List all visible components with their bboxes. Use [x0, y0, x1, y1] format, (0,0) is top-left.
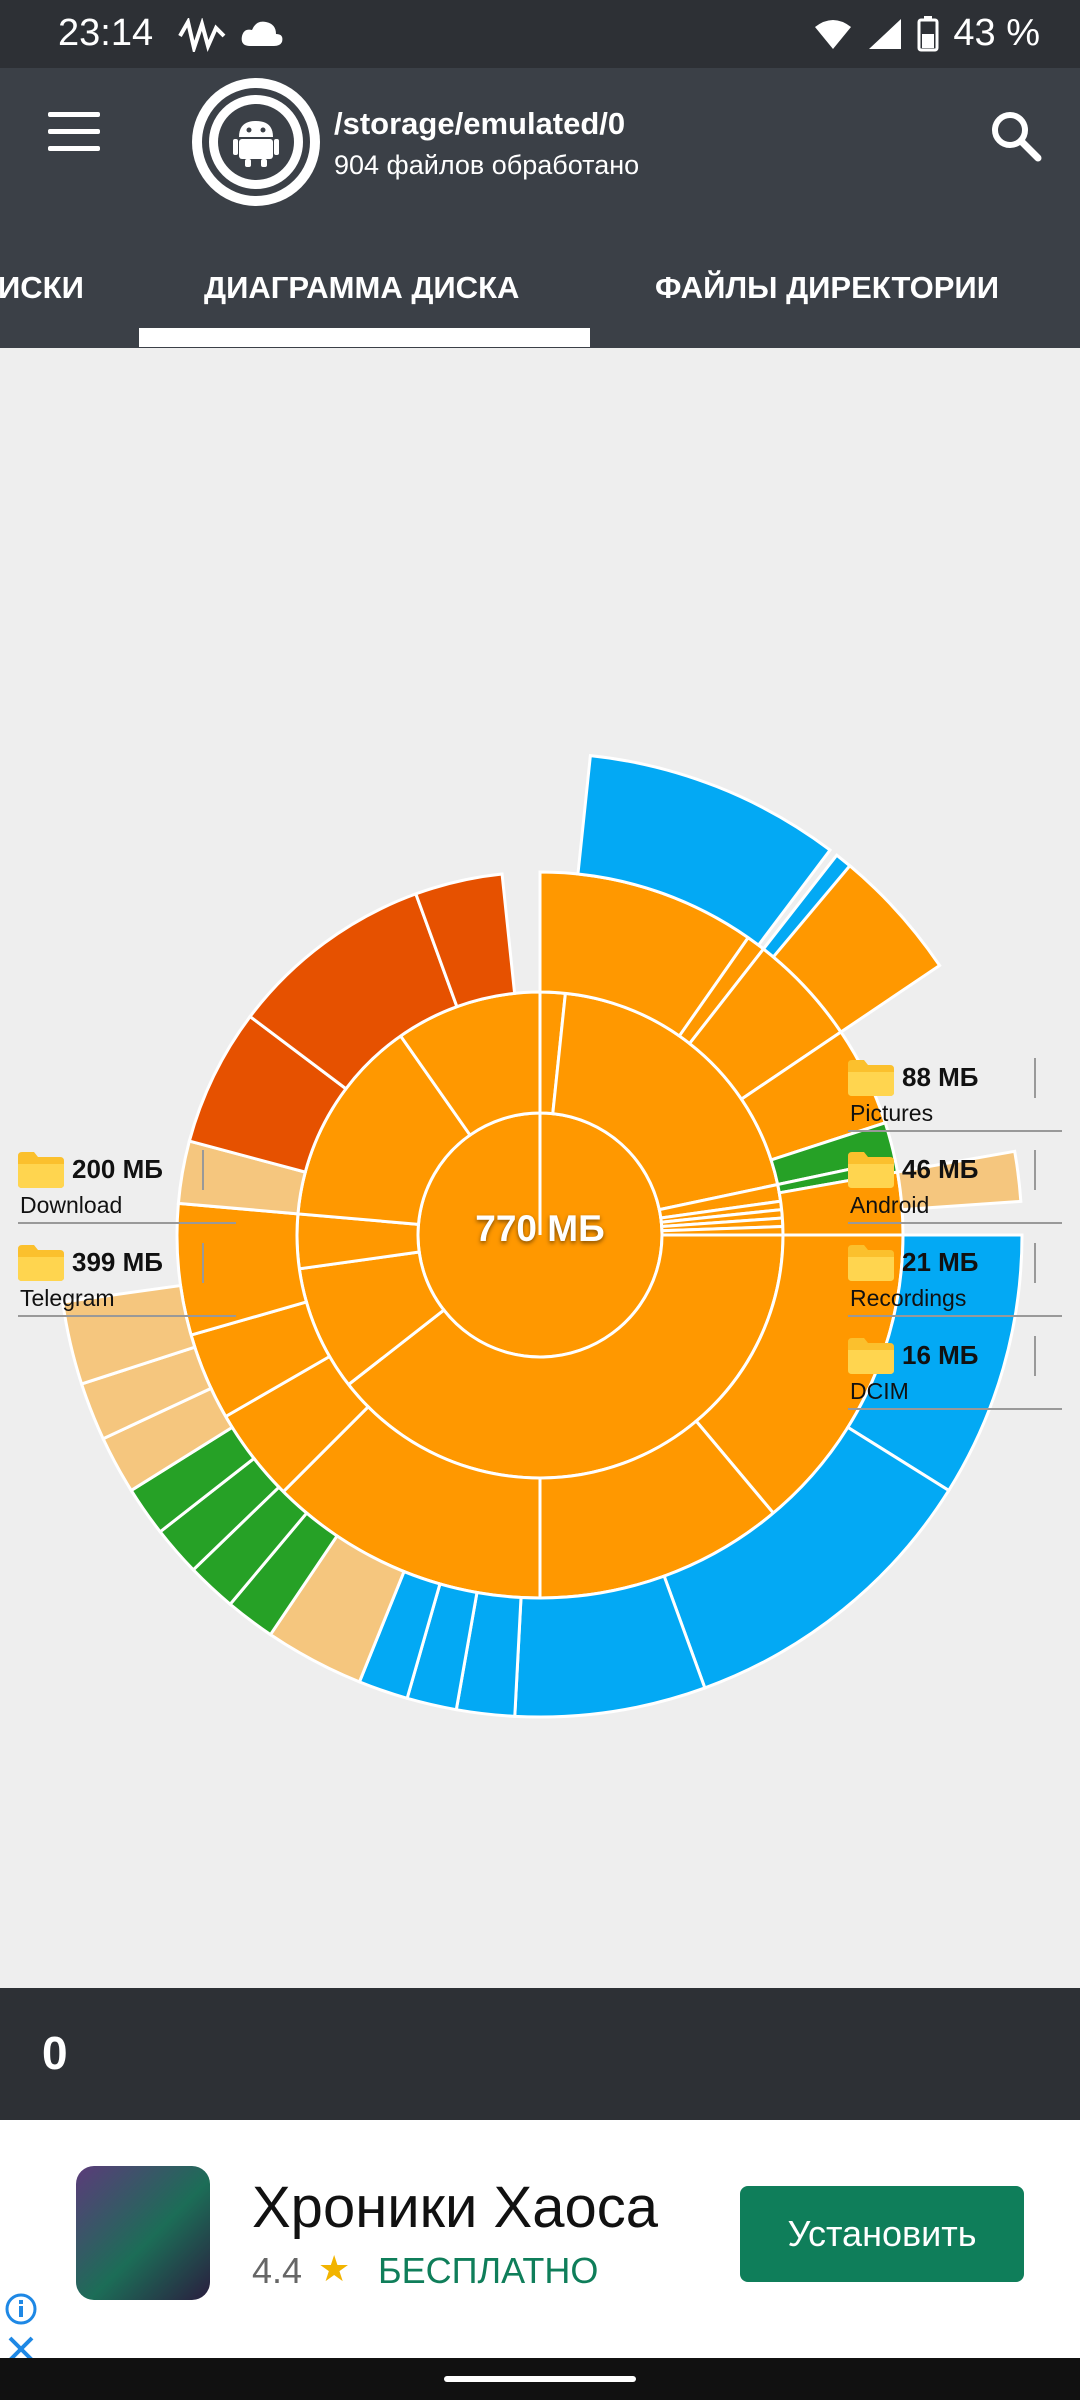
star-icon: ★	[318, 2248, 351, 2289]
storage-logo	[192, 78, 320, 206]
callout-underline	[18, 1315, 236, 1317]
tab-directory-files[interactable]: ФАЙЛЫ ДИРЕКТОРИИ	[655, 270, 999, 305]
ad-app-icon[interactable]	[76, 2166, 210, 2300]
signal-icon	[869, 18, 902, 49]
active-tab-indicator	[139, 328, 590, 347]
callout-underline	[848, 1408, 1062, 1410]
folder-size: 21 МБ	[902, 1247, 979, 1277]
cloud-icon	[241, 21, 283, 46]
callout-divider	[1034, 1336, 1036, 1376]
callout-underline	[848, 1130, 1062, 1132]
current-path: /storage/emulated/0	[334, 106, 626, 141]
waveform-icon	[178, 18, 226, 52]
home-handle[interactable]	[444, 2376, 636, 2382]
folder-name: Telegram	[20, 1285, 115, 1311]
callout-divider	[1034, 1150, 1036, 1190]
folder-size: 16 МБ	[902, 1340, 979, 1370]
folder-icon	[18, 1152, 64, 1188]
callout-telegram[interactable]: 399 МБ Telegram	[18, 1243, 238, 1317]
callout-divider	[202, 1150, 204, 1190]
callout-divider	[1034, 1058, 1036, 1098]
callout-recordings[interactable]: 21 МБ Recordings	[848, 1243, 1068, 1317]
sunburst-level4-slice[interactable]	[895, 1149, 1023, 1212]
battery-level: 43 %	[953, 12, 1040, 54]
android-icon	[233, 121, 279, 167]
callout-download[interactable]: 200 МБ Download	[18, 1150, 238, 1224]
chart-area: 770 МБ 200 МБ Download 399 МБ Telegram 88 МБ…	[0, 348, 1080, 1988]
folder-size: 200 МБ	[72, 1154, 163, 1184]
clock: 23:14	[58, 12, 154, 54]
selection-count: 0	[42, 2027, 68, 2079]
folder-size: 88 МБ	[902, 1062, 979, 1092]
menu-button[interactable]	[48, 112, 100, 152]
ad-title[interactable]: Хроники Хаоса	[252, 2175, 658, 2240]
callout-dcim[interactable]: 16 МБ DCIM	[848, 1336, 1068, 1410]
close-icon[interactable]	[4, 2332, 38, 2366]
folder-icon	[18, 1245, 64, 1281]
bottom-bar: 0	[0, 1988, 1080, 2120]
disk-sunburst-chart[interactable]	[0, 348, 1080, 1988]
folder-size: 46 МБ	[902, 1154, 979, 1184]
sunburst-level4-slice[interactable]	[576, 753, 833, 948]
callout-underline	[848, 1315, 1062, 1317]
callout-divider	[1034, 1243, 1036, 1283]
status-bar: 23:14 43 %	[0, 0, 1080, 68]
files-processed: 904 файлов обработано	[334, 150, 640, 180]
folder-name: Pictures	[850, 1100, 934, 1126]
search-icon[interactable]	[988, 108, 1044, 164]
folder-name: Android	[850, 1192, 930, 1218]
install-button[interactable]: Установить	[740, 2186, 1024, 2282]
info-icon[interactable]	[4, 2292, 38, 2326]
folder-name: DCIM	[850, 1378, 909, 1404]
folder-icon	[848, 1152, 894, 1188]
ad-price: БЕСПЛАТНО	[378, 2250, 599, 2291]
callout-divider	[202, 1243, 204, 1283]
callout-underline	[18, 1222, 236, 1224]
folder-icon	[848, 1245, 894, 1281]
sunburst-level4-slice[interactable]	[60, 1283, 197, 1386]
callout-underline	[848, 1222, 1062, 1224]
total-size-label: 770 МБ	[475, 1208, 605, 1249]
callout-android[interactable]: 46 МБ Android	[848, 1150, 1068, 1224]
folder-size: 399 МБ	[72, 1247, 163, 1277]
tab-disk-chart[interactable]: ДИАГРАММА ДИСКА	[204, 270, 520, 305]
tab-disks[interactable]: ИСКИ	[0, 270, 84, 305]
system-nav-bar	[0, 2358, 1080, 2400]
callout-pictures[interactable]: 88 МБ Pictures	[848, 1058, 1068, 1132]
wifi-icon	[815, 19, 852, 49]
ad-banner[interactable]: Хроники Хаоса 4.4 ★ БЕСПЛАТНО Установить	[0, 2120, 1080, 2362]
sunburst-level4-slice[interactable]	[771, 863, 942, 1035]
folder-icon	[848, 1060, 894, 1096]
app-bar: /storage/emulated/0 904 файлов обработан…	[0, 68, 1080, 248]
sunburst-level3-slice[interactable]	[413, 872, 517, 1009]
folder-name: Download	[20, 1192, 123, 1218]
folder-name: Recordings	[850, 1285, 967, 1311]
folder-icon	[848, 1338, 894, 1374]
battery-icon	[917, 15, 939, 51]
ad-rating: 4.4	[252, 2250, 303, 2291]
